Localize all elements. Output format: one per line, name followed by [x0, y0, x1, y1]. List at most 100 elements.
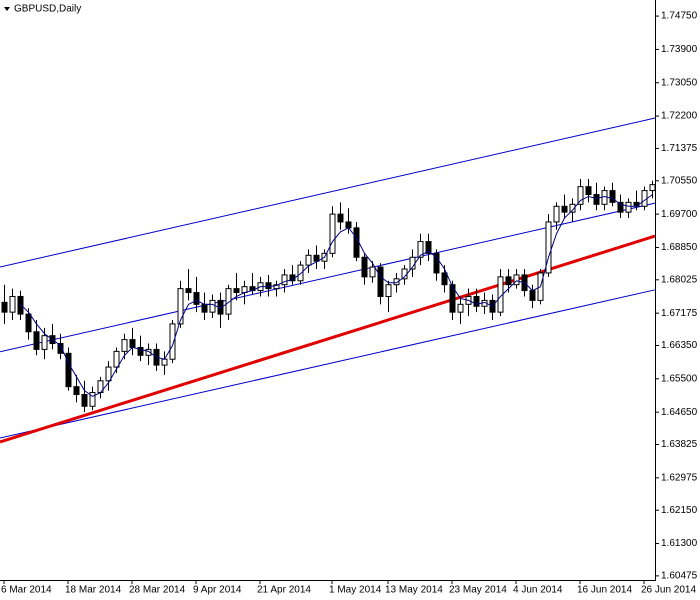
y-tick-label: 1.70550 — [661, 175, 698, 186]
candle-body — [345, 221, 352, 229]
candle-body — [457, 303, 464, 313]
candle-body — [553, 205, 560, 223]
y-tick-label: 1.65500 — [661, 373, 698, 384]
trendline — [0, 117, 656, 268]
y-tick-label: 1.66350 — [661, 340, 698, 351]
candle-body — [385, 284, 392, 297]
y-tick-label: 1.61300 — [661, 538, 698, 549]
candle-body — [601, 190, 608, 205]
candle-body — [121, 339, 128, 352]
candle-body — [105, 366, 112, 382]
y-tick-label: 1.73900 — [661, 44, 698, 55]
candle-body — [329, 213, 336, 254]
candle-body — [65, 352, 72, 388]
candle-body — [577, 186, 584, 205]
candle-body — [33, 331, 40, 350]
candle-body — [41, 335, 48, 350]
candle-body — [561, 205, 568, 213]
y-tick-label: 1.71375 — [661, 143, 698, 154]
y-tick-label: 1.72200 — [661, 111, 698, 122]
moving-average — [20, 194, 653, 398]
candle-body — [433, 252, 440, 274]
candle-body — [305, 254, 312, 266]
candle-body — [369, 266, 376, 278]
y-tick-label: 1.60475 — [661, 571, 698, 582]
y-tick-label: 1.68025 — [661, 274, 698, 285]
candle-body — [569, 203, 576, 213]
candle-body — [649, 184, 656, 192]
candle-body — [25, 313, 32, 333]
x-tick-label: 18 Mar 2014 — [65, 585, 122, 596]
candle-body — [145, 348, 152, 356]
candle-body — [1, 301, 8, 313]
y-tick-label: 1.67175 — [661, 308, 698, 319]
candle-body — [225, 288, 232, 315]
candle-body — [177, 288, 184, 325]
candle-body — [313, 254, 320, 262]
x-tick-label: 28 Mar 2014 — [129, 585, 186, 596]
candle-body — [593, 194, 600, 205]
candle-body — [57, 343, 64, 354]
candle-body — [377, 266, 384, 297]
title-marker — [4, 7, 10, 11]
candle-body — [425, 241, 432, 254]
candle-body — [17, 295, 24, 315]
y-tick-label: 1.74750 — [661, 11, 698, 22]
candle-body — [513, 274, 520, 286]
candle-body — [81, 394, 88, 407]
candle-body — [161, 358, 168, 366]
candle-body — [73, 386, 80, 396]
candle-body — [193, 292, 200, 305]
x-tick-label: 1 May 2014 — [329, 585, 382, 596]
candle-body — [169, 323, 176, 360]
candle-body — [281, 274, 288, 286]
x-tick-label: 21 Apr 2014 — [257, 585, 311, 596]
chart-title: GBPUSD,Daily — [14, 4, 81, 15]
y-tick-label: 1.62975 — [661, 472, 698, 483]
candle-body — [185, 288, 192, 294]
candle-body — [297, 264, 304, 282]
candle-body — [625, 201, 632, 213]
x-tick-label: 13 May 2014 — [385, 585, 443, 596]
y-tick-label: 1.69700 — [661, 209, 698, 220]
candle-body — [113, 350, 120, 368]
candle-body — [641, 190, 648, 207]
candle-body — [617, 201, 624, 213]
trendline — [0, 289, 656, 439]
candle-body — [609, 190, 616, 203]
x-tick-label: 26 Jun 2014 — [641, 585, 696, 596]
candle-body — [361, 256, 368, 278]
candle-body — [89, 392, 96, 407]
y-tick-label: 1.64650 — [661, 407, 698, 418]
candle-body — [545, 221, 552, 274]
x-tick-label: 6 Mar 2014 — [1, 585, 52, 596]
y-tick-label: 1.63825 — [661, 439, 698, 450]
candle-body — [585, 186, 592, 196]
y-tick-label: 1.62150 — [661, 505, 698, 516]
candle-body — [505, 276, 512, 286]
candle-body — [529, 290, 536, 301]
candle-body — [417, 241, 424, 258]
candle-body — [473, 295, 480, 307]
candle-body — [9, 295, 16, 313]
candle-body — [393, 278, 400, 286]
candle-body — [441, 272, 448, 286]
y-tick-label: 1.68850 — [661, 242, 698, 253]
x-tick-label: 4 Jun 2014 — [513, 585, 563, 596]
y-tick-label: 1.73050 — [661, 77, 698, 88]
candle-body — [353, 227, 360, 258]
candle-body — [209, 299, 216, 313]
candle-body — [201, 303, 208, 313]
candle-body — [233, 288, 240, 294]
candle-body — [137, 346, 144, 356]
candle-body — [273, 284, 280, 290]
x-tick-label: 16 Jun 2014 — [577, 585, 632, 596]
candle-body — [265, 282, 272, 290]
candle-body — [449, 284, 456, 313]
candle-body — [337, 213, 344, 223]
x-tick-label: 23 May 2014 — [449, 585, 507, 596]
x-tick-label: 9 Apr 2014 — [193, 585, 242, 596]
candle-body — [129, 339, 136, 348]
